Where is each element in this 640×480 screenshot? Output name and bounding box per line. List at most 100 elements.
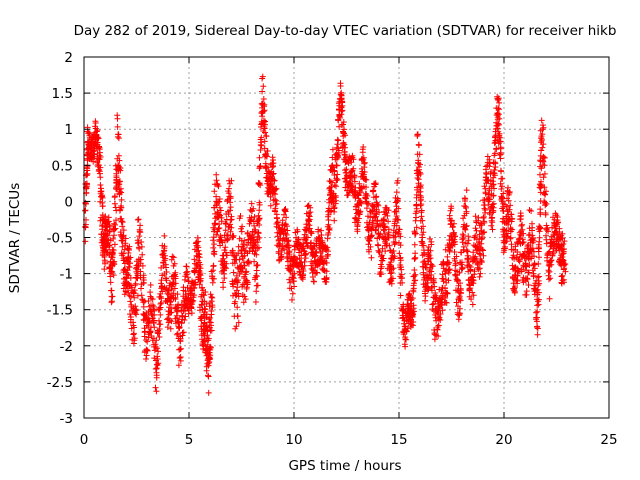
data-point <box>376 249 383 256</box>
data-point <box>222 244 229 251</box>
data-point <box>433 294 440 301</box>
data-point <box>561 279 567 286</box>
data-point <box>429 301 436 308</box>
data-point <box>387 270 394 277</box>
data-point <box>541 184 548 191</box>
data-point <box>446 266 453 273</box>
data-point <box>116 181 123 188</box>
data-point <box>172 273 179 280</box>
data-point <box>235 319 242 326</box>
data-point <box>346 177 353 184</box>
data-point <box>414 131 421 138</box>
data-point <box>263 132 270 139</box>
data-point <box>127 254 134 261</box>
data-point <box>534 274 541 281</box>
data-point <box>300 268 307 274</box>
data-point <box>126 292 133 299</box>
data-point <box>480 213 487 220</box>
data-point <box>327 187 334 194</box>
data-point <box>228 224 235 231</box>
data-point <box>112 193 118 200</box>
data-point <box>538 135 544 141</box>
data-point <box>461 195 468 202</box>
data-point <box>451 229 457 236</box>
data-point <box>511 289 518 296</box>
data-point <box>144 347 150 354</box>
data-point <box>502 245 509 252</box>
data-point <box>538 117 545 124</box>
data-point <box>144 338 151 345</box>
data-point <box>115 181 122 188</box>
data-point <box>536 254 542 261</box>
data-point <box>495 121 502 128</box>
data-point <box>287 268 294 275</box>
data-point <box>463 222 470 229</box>
data-point <box>138 239 145 245</box>
data-point <box>342 132 348 139</box>
data-point <box>220 284 227 291</box>
data-point <box>173 331 180 338</box>
data-point <box>526 269 532 276</box>
data-point <box>534 324 540 331</box>
data-point <box>236 256 243 263</box>
data-point <box>262 118 269 125</box>
x-tick-label: 5 <box>185 432 194 448</box>
data-point <box>382 248 389 255</box>
data-point <box>213 177 220 184</box>
data-series-sdtvar <box>82 73 569 396</box>
data-point <box>94 134 101 141</box>
data-point <box>122 235 129 242</box>
data-point <box>290 278 297 285</box>
data-point <box>215 225 222 232</box>
data-point <box>416 151 423 158</box>
data-point <box>223 260 230 267</box>
data-point <box>257 147 264 153</box>
data-point <box>467 266 474 273</box>
data-point <box>519 221 526 228</box>
data-point <box>420 223 427 230</box>
x-tick-label: 20 <box>495 432 512 448</box>
data-point <box>397 257 404 264</box>
data-point <box>307 204 314 211</box>
data-point <box>304 234 311 241</box>
data-point <box>508 241 515 248</box>
data-point <box>210 275 217 282</box>
data-point <box>534 308 541 315</box>
data-point <box>393 222 400 229</box>
data-point <box>367 243 374 250</box>
data-point <box>158 295 165 302</box>
data-point <box>465 237 472 244</box>
data-point <box>83 172 90 179</box>
data-point <box>363 184 369 191</box>
data-point <box>163 269 170 275</box>
data-point <box>111 241 118 248</box>
y-tick-label: 0.5 <box>52 158 73 174</box>
data-point <box>205 372 211 379</box>
data-point <box>172 280 179 287</box>
data-point <box>481 219 488 226</box>
data-point <box>181 317 188 323</box>
y-tick-label: 1 <box>64 122 73 138</box>
data-point <box>417 171 424 177</box>
data-point <box>106 222 113 229</box>
data-point <box>462 225 468 232</box>
data-point <box>360 171 367 178</box>
data-point <box>444 253 451 260</box>
data-point <box>506 206 513 213</box>
data-point <box>120 227 127 234</box>
data-point <box>390 248 397 254</box>
data-point <box>241 262 248 269</box>
data-point <box>289 296 295 303</box>
data-point <box>514 254 521 260</box>
data-point <box>418 209 425 216</box>
data-point <box>97 182 104 188</box>
data-point <box>207 344 214 351</box>
data-point <box>273 221 280 227</box>
data-point <box>111 232 117 239</box>
y-tick-label: -3 <box>60 411 73 427</box>
data-point <box>152 384 159 391</box>
data-point <box>251 258 258 265</box>
data-point <box>273 185 280 192</box>
data-point <box>130 330 137 337</box>
data-point <box>161 232 168 239</box>
